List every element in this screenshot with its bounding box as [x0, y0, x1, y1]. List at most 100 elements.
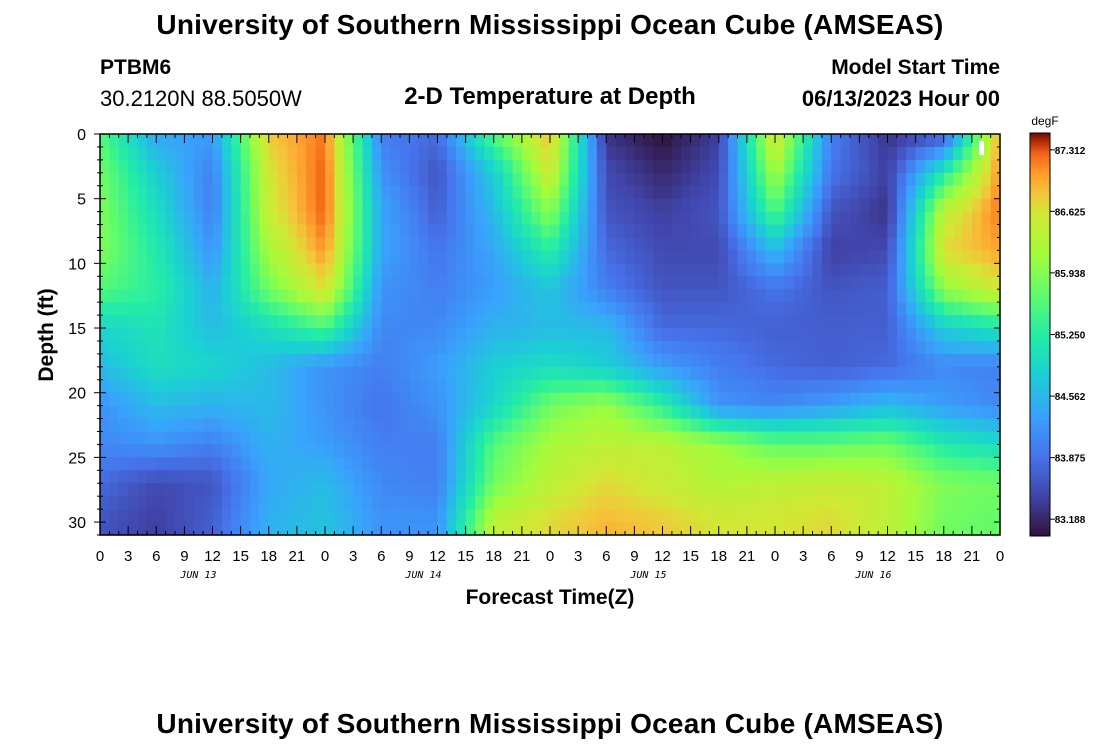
heatmap-cell	[100, 483, 110, 497]
heatmap-cell	[812, 159, 823, 174]
heatmap-cell	[540, 211, 551, 226]
heatmap-cell	[840, 146, 851, 161]
heatmap-cell	[109, 392, 120, 407]
heatmap-cell	[775, 276, 785, 290]
heatmap-cell	[240, 418, 251, 433]
heatmap-cell	[831, 172, 842, 187]
x-tick-label: 12	[654, 548, 671, 565]
heatmap-cell	[278, 457, 289, 471]
heatmap-cell	[212, 418, 223, 433]
heatmap-cell	[559, 392, 570, 407]
heatmap-cell	[156, 134, 167, 148]
heatmap-cell	[100, 328, 110, 342]
heatmap-cell	[353, 315, 364, 329]
heatmap-cell	[596, 340, 607, 355]
heatmap-cell	[850, 483, 860, 497]
heatmap-cell	[596, 431, 607, 446]
heatmap-cell	[559, 134, 570, 148]
heatmap-cell	[990, 159, 1001, 174]
heatmap-cell	[662, 522, 673, 536]
heatmap-cell	[381, 263, 392, 277]
heatmap-cell	[437, 496, 448, 510]
heatmap-cell	[615, 509, 626, 523]
heatmap-cell	[400, 444, 410, 458]
heatmap-cell	[100, 276, 110, 290]
heatmap-cell	[943, 315, 954, 329]
heatmap-cell	[428, 418, 439, 433]
heatmap-cell	[287, 276, 298, 290]
heatmap-cell	[981, 289, 992, 303]
heatmap-cell	[990, 198, 1001, 213]
heatmap-cell	[568, 237, 579, 252]
heatmap-cell	[765, 444, 776, 458]
heatmap-cell	[934, 392, 945, 407]
heatmap-cell	[634, 392, 645, 407]
heatmap-cell	[268, 496, 279, 510]
heatmap-cell	[859, 457, 870, 471]
heatmap-cell	[128, 509, 139, 523]
heatmap-cell	[353, 457, 364, 471]
heatmap-cell	[859, 483, 870, 497]
heatmap-cell	[831, 134, 842, 148]
heatmap-cell	[887, 457, 898, 471]
heatmap-cell	[221, 134, 232, 148]
heatmap-cell	[625, 444, 635, 458]
heatmap-cell	[756, 483, 767, 497]
heatmap-cell	[175, 185, 185, 200]
heatmap-cell	[484, 289, 495, 303]
heatmap-cell	[493, 328, 504, 342]
heatmap-cell	[493, 522, 504, 536]
heatmap-cell	[662, 159, 673, 174]
heatmap-cell	[353, 224, 364, 239]
heatmap-cell	[175, 159, 185, 174]
heatmap-cell	[193, 198, 204, 213]
heatmap-cell	[325, 172, 335, 187]
heatmap-cell	[503, 185, 514, 200]
heatmap-cell	[146, 340, 157, 355]
heatmap-cell	[334, 496, 345, 510]
heatmap-cell	[175, 302, 185, 316]
heatmap-cell	[371, 211, 382, 226]
heatmap-cell	[446, 211, 457, 226]
heatmap-cell	[840, 340, 851, 355]
heatmap-cell	[278, 302, 289, 316]
heatmap-cell	[943, 250, 954, 264]
heatmap-cell	[625, 366, 635, 381]
heatmap-cell	[503, 276, 514, 290]
heatmap-cell	[128, 405, 139, 420]
heatmap-cell	[475, 457, 485, 471]
heatmap-cell	[334, 172, 345, 187]
heatmap-cell	[175, 134, 185, 148]
heatmap-cell	[175, 211, 185, 226]
heatmap-cell	[681, 263, 692, 277]
heatmap-cell	[362, 496, 373, 510]
heatmap-cell	[334, 302, 345, 316]
heatmap-cell	[250, 496, 260, 510]
heatmap-cell	[981, 224, 992, 239]
heatmap-cell	[662, 250, 673, 264]
heatmap-cell	[971, 315, 982, 329]
heatmap-cell	[540, 159, 551, 174]
heatmap-cell	[465, 211, 476, 226]
heatmap-cell	[334, 263, 345, 277]
heatmap-cell	[306, 224, 317, 239]
heatmap-cell	[231, 522, 242, 536]
heatmap-cell	[850, 198, 860, 213]
heatmap-cell	[981, 457, 992, 471]
heatmap-cell	[559, 289, 570, 303]
heatmap-cell	[456, 211, 467, 226]
heatmap-cell	[540, 405, 551, 420]
heatmap-cell	[512, 470, 523, 484]
heatmap-cell	[175, 444, 185, 458]
heatmap-cell	[737, 418, 748, 433]
heatmap-cell	[953, 418, 964, 433]
heatmap-cell	[287, 198, 298, 213]
heatmap-cell	[371, 444, 382, 458]
heatmap-cell	[156, 224, 167, 239]
heatmap-cell	[765, 159, 776, 174]
heatmap-cell	[278, 522, 289, 536]
heatmap-cell	[850, 522, 860, 536]
heatmap-cell	[212, 211, 223, 226]
heatmap-cell	[118, 146, 129, 161]
heatmap-cell	[943, 431, 954, 446]
